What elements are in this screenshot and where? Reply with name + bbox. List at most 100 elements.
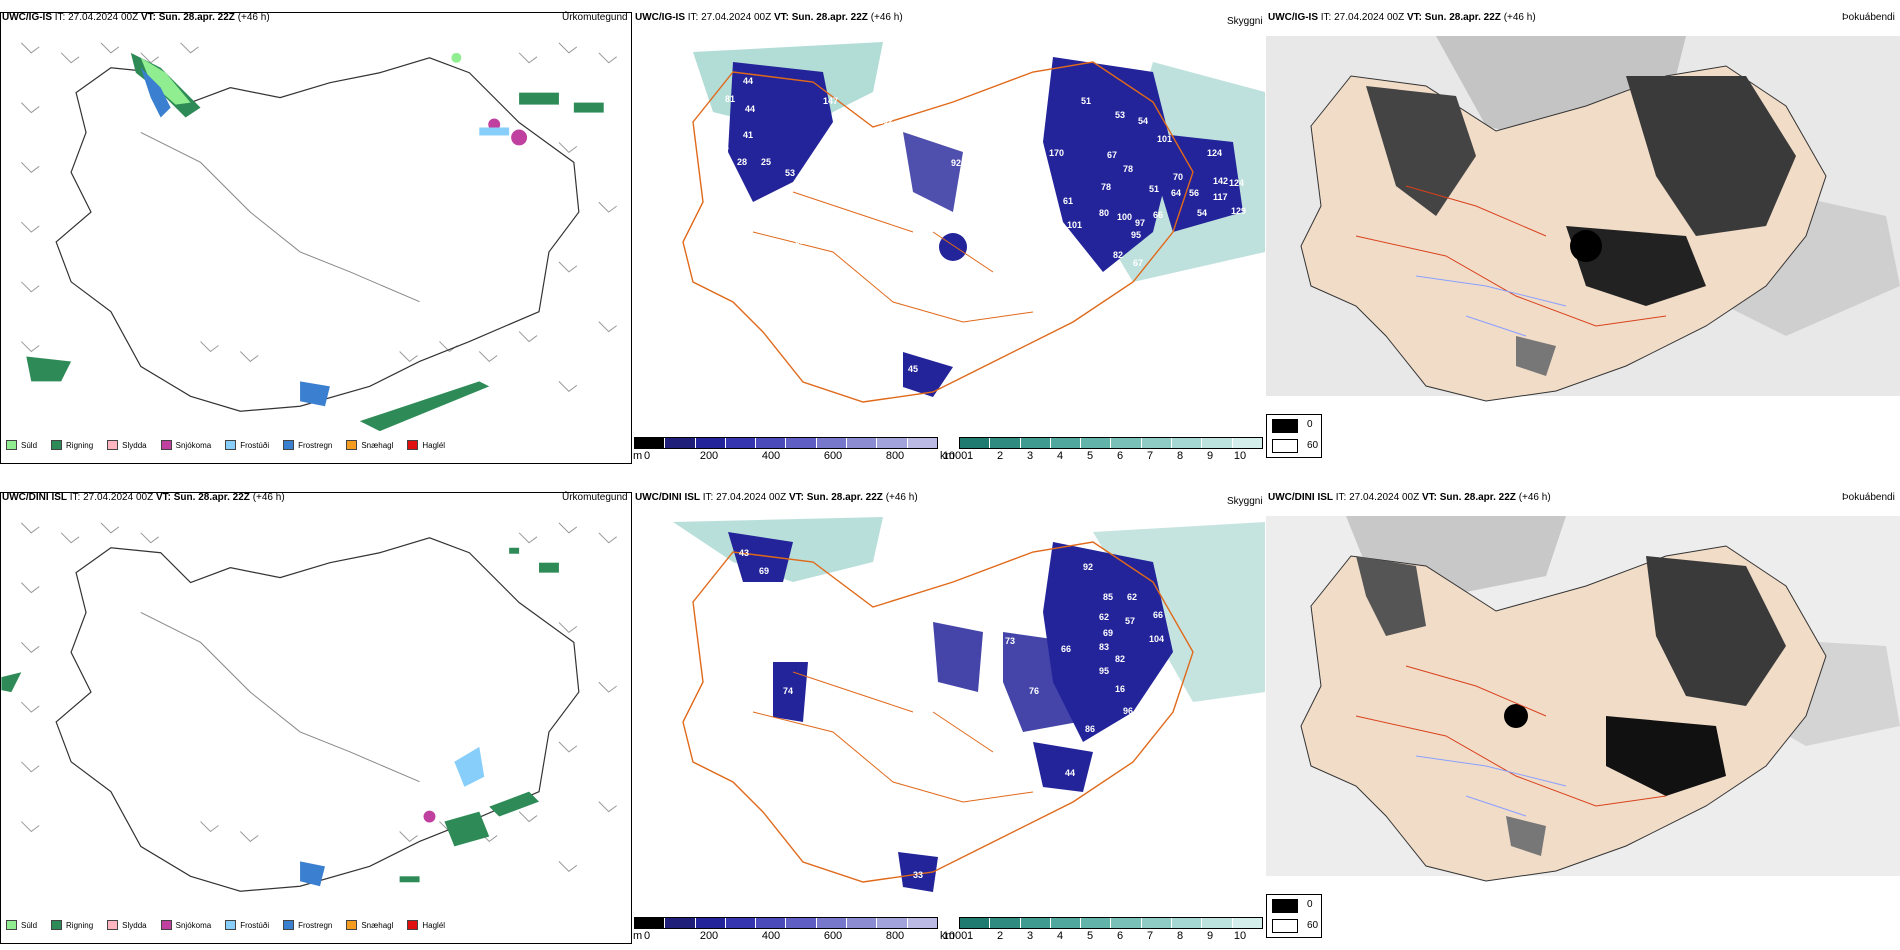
legend-item: Snæhagl [346,440,393,450]
visibility-number: 41 [743,130,753,140]
row2-visibility-header: UWC/DINI ISL IT: 27.04.2024 00Z VT: Sun.… [635,492,918,503]
legend-item: Snjókoma [160,920,211,930]
legend-swatch [107,920,119,930]
legend-swatch [160,440,172,450]
legend-swatch [107,440,119,450]
visibility-number: 80 [947,260,957,270]
visibility-number: 96 [1123,706,1133,716]
iceland-outline [55,57,580,412]
row1-precip-map [0,12,632,464]
visibility-number: 51 [1081,96,1091,106]
row1-visibility-ticks-km: km 1 2 3 4 5 6 7 8 9 10 [940,450,1247,462]
visibility-number: 44 [745,104,755,114]
legend-swatch [346,920,358,930]
visibility-number: 66 [1061,644,1071,654]
legend-item: Súld [6,920,37,930]
visibility-number: 54 [1197,208,1207,218]
legend-item: Snæhagl [346,920,393,930]
visibility-number: 53 [1115,110,1125,120]
row1-precip-panel: UWC/IG-IS IT: 27.04.2024 00Z VT: Sun. 28… [0,12,632,464]
visibility-number: 70 [1173,172,1183,182]
visibility-number: 33 [913,870,923,880]
visibility-number: 142 [1213,176,1228,186]
visibility-number: 92 [951,158,961,168]
visibility-number: 62 [1127,592,1137,602]
visibility-number: 75 [1005,206,1015,216]
legend-swatch [6,440,17,450]
visibility-number: 73 [1005,636,1015,646]
row1-fog-legend: 0 60 [1266,414,1322,458]
legend-swatch [283,440,295,450]
visibility-number: 170 [1049,148,1064,158]
row2-precip-panel: UWC/DINI ISL IT: 27.04.2024 00Z VT: Sun.… [0,492,632,944]
row1-precip-header: UWC/IG-IS IT: 27.04.2024 00Z VT: Sun. 28… [2,12,270,23]
visibility-number: 16 [1115,684,1125,694]
visibility-number: 147 [823,96,838,106]
legend-item: Frostúði [225,440,269,450]
legend-swatch [407,440,419,450]
legend-item: Slydda [107,440,147,450]
visibility-number: 61 [1119,272,1129,282]
legend-swatch [225,920,237,930]
row2-visibility-panel: UWC/DINI ISL IT: 27.04.2024 00Z VT: Sun.… [633,492,1265,944]
visibility-number: 82 [1113,250,1123,260]
visibility-number: 61 [1063,196,1073,206]
legend-swatch [407,920,419,930]
visibility-number: 43 [739,548,749,558]
legend-item: Rigning [51,440,93,450]
visibility-number: 27 [719,146,729,156]
iceland-outline [55,537,580,892]
visibility-number: 129 [1231,206,1246,216]
visibility-number: 62 [1099,612,1109,622]
row1-visibility-title: Skyggni [1227,16,1263,27]
visibility-number: 95 [1099,666,1109,676]
visibility-number: 57 [1125,616,1135,626]
row2-fog-title: Þokuábendi [1842,492,1895,503]
legend-item: Slydda [107,920,147,930]
visibility-number: 75 [757,588,767,598]
legend-item: Rigning [51,920,93,930]
legend-item: Frostregn [283,440,332,450]
row1-visibility-scale-m [634,437,938,449]
legend-swatch [225,440,237,450]
visibility-number: 86 [793,196,803,206]
visibility-number: 117 [1213,192,1228,202]
visibility-number: 124 [1229,178,1244,188]
visibility-number: 76 [1029,686,1039,696]
visibility-number: 83 [1099,642,1109,652]
legend-item: Haglél [407,920,445,930]
legend-swatch [346,440,358,450]
visibility-number: 44 [1065,768,1075,778]
visibility-number: 81 [725,94,735,104]
row2-fog-header: UWC/DINI ISL IT: 27.04.2024 00Z VT: Sun.… [1268,492,1551,503]
row2-visibility-title: Skyggni [1227,496,1263,507]
row2-visibility-map: 43 69 75 65 37 74 92 85 62 62 57 66 69 7… [673,517,1265,892]
wind-barbs [20,42,617,392]
row2-precip-title: Úrkomutegund [562,492,628,503]
row1-precip-title: Úrkomutegund [562,12,628,23]
visibility-number: 96 [789,224,799,234]
row2-fog-panel: UWC/DINI ISL IT: 27.04.2024 00Z VT: Sun.… [1266,492,1900,944]
legend-item: Snjókoma [160,440,211,450]
row1-fog-header: UWC/IG-IS IT: 27.04.2024 00Z VT: Sun. 28… [1268,12,1536,23]
visibility-number: 37 [757,664,767,674]
visibility-number: 101 [1157,134,1172,144]
row1-visibility-header: UWC/IG-IS IT: 27.04.2024 00Z VT: Sun. 28… [635,12,903,23]
row2-fog-map [1266,516,1900,882]
row1-visibility-map: 44 81 44 147 41 202 27 28 25 53 76 77 86… [682,42,1265,411]
precip-cells [1,547,559,887]
visibility-number: 67 [1107,150,1117,160]
row2-visibility-scale-m [634,917,938,929]
wind-barbs [20,522,617,872]
visibility-number: 62 [795,236,805,246]
visibility-number: 124 [1207,148,1222,158]
visibility-number: 67 [1133,258,1143,268]
visibility-number: 95 [1131,230,1141,240]
legend-swatch [160,920,172,930]
row2-visibility-ticks-m: m 0 200 400 600 800 1000 [633,930,968,942]
legend-item: Frostregn [283,920,332,930]
fog-swatch-white [1272,439,1298,453]
legend-swatch [6,920,17,930]
row1-precip-legend: Súld Rigning Slydda Snjókoma Frostúði Fr… [6,440,445,450]
row2-fog-legend: 0 60 [1266,894,1322,938]
